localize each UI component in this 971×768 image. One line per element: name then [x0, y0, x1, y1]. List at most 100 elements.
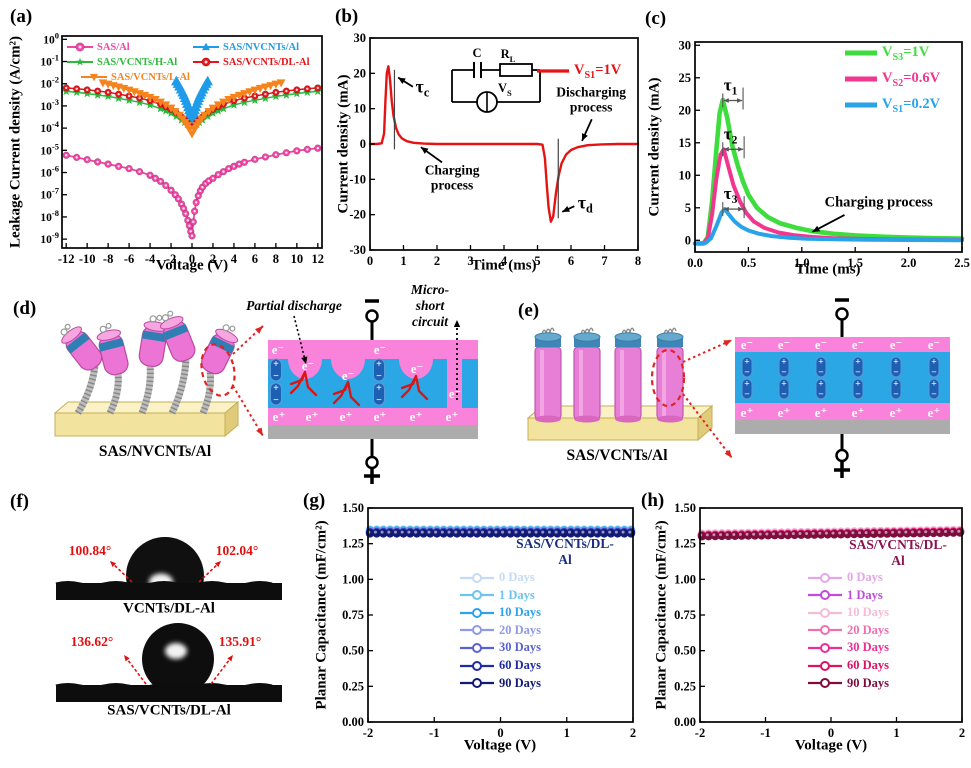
g-legend-item: 60 Days: [458, 658, 541, 673]
svg-text:−: −: [818, 368, 823, 378]
svg-text:6: 6: [252, 252, 258, 266]
svg-text:Charging: Charging: [425, 162, 480, 177]
a-legend-item: SAS/VCNTs/H-Al: [66, 55, 177, 69]
svg-text:Charging process: Charging process: [825, 194, 933, 210]
svg-text:8: 8: [635, 254, 641, 268]
svg-text:τc​: τc​: [416, 76, 430, 99]
legend-swatch: [67, 57, 93, 66]
svg-text:10-3: 10-3: [40, 97, 59, 113]
legend-swatch: [845, 76, 877, 82]
svg-text:+: +: [781, 380, 786, 390]
schematic-vcnts: e⁻ e⁻ e⁻ e⁻ e⁻ e⁻+−+−+−+−+−+−+−+−+−+−+−+−e⁺ e⁺…: [526, 298, 950, 478]
svg-text:+: +: [744, 358, 749, 368]
svg-text:+: +: [273, 359, 279, 370]
legend-label: 1 Days: [499, 587, 535, 602]
contact-angle-top-right: 102.04°: [215, 543, 259, 558]
c-legend-item: VS2=0.6V: [843, 70, 940, 89]
svg-text:-2: -2: [166, 252, 176, 266]
svg-text:e⁺: e⁺: [410, 409, 423, 424]
svg-text:−: −: [931, 368, 936, 378]
panel-c-label: (c): [645, 8, 667, 29]
legend-swatch: [460, 660, 494, 671]
chart-b-charge-discharge: 012345678-30-20-100102030τc​Chargingproc…: [349, 31, 641, 268]
svg-text:-10: -10: [349, 172, 366, 186]
partial-discharge-label: Partial discharge: [246, 298, 342, 313]
legend-swatch: [460, 678, 494, 689]
svg-text:−: −: [273, 395, 279, 406]
svg-text:6: 6: [568, 254, 574, 268]
svg-text:1.50: 1.50: [674, 501, 696, 515]
legend-label: 10 Days: [847, 605, 890, 620]
svg-text:12: 12: [312, 252, 325, 266]
svg-text:RL​: RL​: [501, 47, 516, 64]
panel-h-label: (h): [641, 490, 665, 511]
g-legend-item: 20 Days: [458, 623, 541, 638]
h-legend-item: 1 Days: [806, 588, 883, 603]
legend-label: 0 Days: [847, 570, 883, 584]
svg-text:+: +: [893, 380, 898, 390]
g-legend-item: 1 Days: [458, 588, 535, 603]
panel-b: 012345678-30-20-100102030τc​Chargingproc…: [330, 0, 650, 290]
contact-angle-photos: [55, 537, 282, 702]
legend-label: 60 Days: [847, 658, 890, 672]
h-y-axis-title: Planar Capacitance (mF/cm²): [653, 520, 670, 710]
chart-a-leakage-current: -12 -10 -8 -6 -4 -2 0 2 4 6 8 10 12 100 10-1 10-2 10-3 10…: [40, 30, 325, 266]
legend-label: 30 Days: [847, 640, 890, 655]
panel-h: -2 -1 0 1 2 0.00 0.25 0.50 0.75 1.00 1.25 1.50 (h) …: [640, 485, 971, 768]
svg-text:+: +: [893, 358, 898, 368]
svg-text:30: 30: [679, 38, 692, 52]
svg-text:2.5: 2.5: [954, 256, 970, 270]
svg-text:e⁺: e⁺: [815, 405, 828, 420]
legend-swatch: [845, 50, 877, 56]
svg-text:10-2: 10-2: [40, 75, 59, 91]
svg-text:−: −: [931, 390, 936, 400]
svg-text:10: 10: [291, 252, 304, 266]
svg-text:10-7: 10-7: [40, 186, 59, 202]
svg-text:0: 0: [497, 726, 503, 740]
panel-d-label: (d): [13, 298, 37, 319]
legend-label: SAS/VCNTs/H-Al: [97, 56, 178, 68]
svg-text:VS​: VS​: [498, 81, 512, 98]
svg-text:2: 2: [434, 254, 440, 268]
legend-label: VS1=1V: [574, 62, 622, 81]
svg-text:2: 2: [210, 252, 216, 266]
legend-swatch: [808, 678, 842, 689]
b-legend-item: VS1=1V: [535, 62, 621, 81]
panel-g-label: (g): [303, 490, 326, 511]
svg-text:+: +: [818, 358, 823, 368]
svg-text:+: +: [931, 380, 936, 390]
svg-text:0.75: 0.75: [674, 608, 696, 622]
svg-text:−: −: [893, 390, 898, 400]
svg-text:1: 1: [564, 726, 570, 740]
svg-text:15: 15: [679, 136, 692, 150]
svg-text:25: 25: [679, 71, 692, 85]
legend-swatch: [460, 572, 494, 583]
svg-text:e⁻: e⁻: [928, 338, 940, 352]
legend-swatch: [460, 590, 494, 601]
h-legend-item: 90 Days: [806, 676, 889, 691]
svg-text:8: 8: [273, 252, 279, 266]
g-legend-item: 90 Days: [458, 676, 541, 691]
svg-text:-10: -10: [79, 252, 96, 266]
svg-text:-2: -2: [363, 726, 373, 740]
svg-text:e⁻: e⁻: [741, 338, 753, 352]
svg-text:−: −: [376, 395, 382, 406]
legend-label: VS2=0.6V: [882, 70, 941, 89]
legend-swatch: [193, 42, 219, 51]
vcnts-device-label: SAS/VCNTs/Al: [566, 447, 668, 464]
svg-text:e⁺: e⁺: [306, 409, 319, 424]
svg-text:5: 5: [685, 201, 691, 215]
chart-h-capacitance-pink: -2 -1 0 1 2 0.00 0.25 0.50 0.75 1.00 1.25 1.50: [674, 501, 965, 740]
svg-text:e⁺: e⁺: [778, 405, 791, 420]
chart-g-capacitance-blue: -2 -1 0 1 2 0.00 0.25 0.50 0.75 1.00 1.25 1.50: [342, 501, 636, 740]
panel-f-label: (f): [10, 491, 29, 512]
a-legend-item: SAS/NVCNTs/Al: [192, 40, 299, 54]
c-y-axis-title: Current density (mA): [646, 77, 663, 217]
svg-text:0.5: 0.5: [741, 256, 757, 270]
g-legend-item: 30 Days: [458, 640, 541, 655]
svg-text:4: 4: [501, 254, 508, 268]
panel-f: 100.84° 102.04° VCNTs/DL-Al 136.62° 135.…: [0, 485, 300, 768]
svg-text:e⁺: e⁺: [852, 405, 865, 420]
contact-angle-bottom-left: 136.62°: [70, 634, 114, 649]
svg-text:0.0: 0.0: [687, 256, 703, 270]
